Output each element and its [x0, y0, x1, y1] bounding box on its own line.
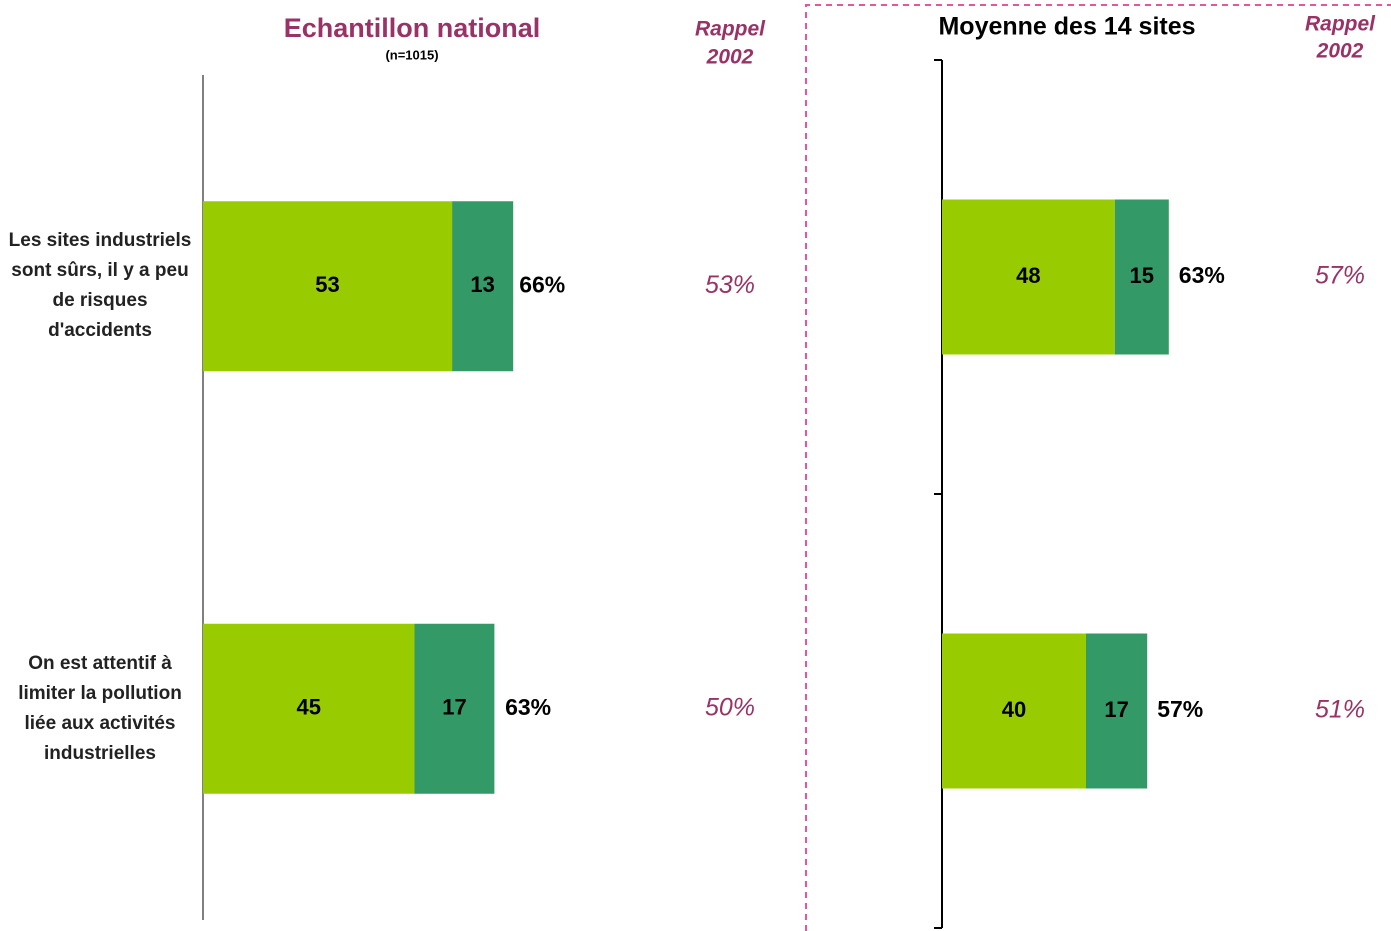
recall-value: 50% — [705, 693, 755, 721]
bar-segment — [414, 623, 495, 794]
total-label: 63% — [1179, 262, 1225, 288]
bar-segment — [452, 201, 514, 372]
recall-title: 2002 — [1316, 40, 1364, 63]
bar-segment — [203, 201, 453, 372]
category-label: On est attentif à limiter la pollution l… — [18, 652, 182, 764]
bar-value-label: 17 — [1104, 697, 1128, 722]
bar-segment — [942, 633, 1086, 789]
bar-value-label: 17 — [442, 695, 466, 720]
total-label: 66% — [519, 271, 565, 297]
bar-value-label: 48 — [1016, 263, 1040, 288]
bar-segment — [203, 623, 415, 794]
recall-title: Rappel — [695, 18, 766, 41]
bar-value-label: 15 — [1130, 263, 1154, 288]
chart-subtitle: (n=1015) — [385, 47, 438, 62]
chart-title: Moyenne des 14 sites — [938, 13, 1195, 41]
bar-value-label: 45 — [297, 695, 321, 720]
recall-value: 53% — [705, 271, 755, 299]
bar-value-label: 53 — [315, 272, 339, 297]
separator — [805, 4, 1391, 931]
total-label: 63% — [505, 694, 551, 720]
bar-segment — [942, 199, 1115, 355]
bar-segment — [1086, 633, 1148, 789]
bar-value-label: 40 — [1002, 697, 1026, 722]
total-label: 57% — [1157, 696, 1203, 722]
recall-title: 2002 — [706, 46, 754, 69]
category-label: Les sites industriels sont sûrs, il y a … — [8, 230, 192, 342]
bar-segment — [1114, 199, 1169, 355]
chart-title: Echantillon national — [284, 13, 541, 43]
recall-title: Rappel — [1305, 13, 1376, 36]
bar-value-label: 13 — [470, 272, 494, 297]
recall-value: 51% — [1315, 696, 1365, 724]
recall-value: 57% — [1315, 262, 1365, 290]
